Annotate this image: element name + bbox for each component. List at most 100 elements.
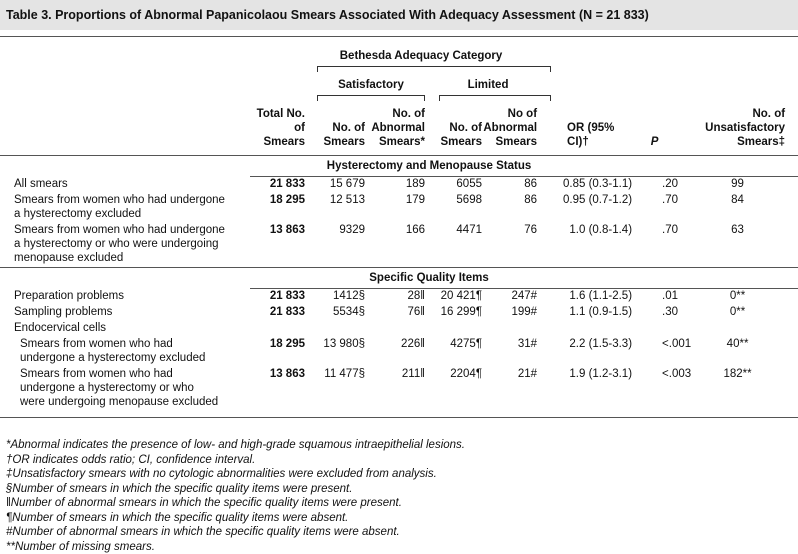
footnote: ‖Number of abnormal smears in which the …	[6, 496, 465, 511]
cell: 20 421¶	[425, 289, 482, 306]
cell: 18 295	[250, 193, 305, 223]
section-title: Specific Quality Items	[250, 268, 798, 289]
cell: <.001	[632, 337, 677, 367]
cell: .30	[632, 305, 677, 321]
cell: 226‖	[365, 337, 425, 367]
spacer	[0, 156, 250, 177]
cell: 28‖	[365, 289, 425, 306]
spacer	[0, 411, 798, 418]
cell: 189	[365, 177, 425, 194]
column-header: Total No. of Smears	[250, 101, 305, 156]
spacer	[0, 268, 250, 289]
cell: 12 513	[305, 193, 365, 223]
cell: 40**	[677, 337, 798, 367]
cell: 2.2 (1.5-3.3)	[537, 337, 632, 367]
spacer	[537, 37, 798, 73]
cell: 4275¶	[425, 337, 482, 367]
row-label: Preparation problems	[0, 289, 250, 306]
cell: 13 980§	[305, 337, 365, 367]
footnote: *Abnormal indicates the presence of low-…	[6, 438, 465, 453]
row-label: Smears from women who had undergone a hy…	[0, 337, 250, 367]
cell: 0.85 (0.3-1.1)	[537, 177, 632, 194]
cell: 99	[677, 177, 798, 194]
spacer	[0, 101, 250, 156]
cell: 18 295	[250, 337, 305, 367]
data-row: Smears from women who had undergone a hy…	[0, 367, 798, 411]
spacer	[0, 72, 305, 101]
column-header: No of Abnormal Smears	[482, 101, 537, 156]
data-table: Bethesda Adequacy Category Satisfactory Li…	[0, 36, 798, 418]
cell: 13 863	[250, 223, 305, 268]
column-header: No. of Abnormal Smears*	[365, 101, 425, 156]
cell: 21#	[482, 367, 537, 411]
cell: 76	[482, 223, 537, 268]
cell: 0.95 (0.7-1.2)	[537, 193, 632, 223]
footnote: §Number of smears in which the specific …	[6, 482, 465, 497]
group-title: Bethesda Adequacy Category	[305, 49, 537, 63]
data-row: Smears from women who had undergone a hy…	[0, 337, 798, 367]
cell: 13 863	[250, 367, 305, 411]
cell: .70	[632, 193, 677, 223]
cell: 0**	[677, 289, 798, 306]
row-label: Sampling problems	[0, 305, 250, 321]
group-header: Bethesda Adequacy Category	[305, 37, 537, 73]
column-header: No. of Smears	[305, 101, 365, 156]
column-header: P	[632, 101, 677, 156]
data-row: Smears from women who had undergone a hy…	[0, 193, 798, 223]
cell: 9329	[305, 223, 365, 268]
cell: 31#	[482, 337, 537, 367]
column-header: No. of Unsatisfactory Smears‡	[677, 101, 798, 156]
cell: 5534§	[305, 305, 365, 321]
table-bottom	[0, 411, 798, 418]
subgroup-title: Limited	[439, 78, 537, 92]
cell: 0**	[677, 305, 798, 321]
group-row: Endocervical cells	[0, 321, 798, 337]
row-label: Smears from women who had undergone a hy…	[0, 223, 250, 268]
cell: 84	[677, 193, 798, 223]
cell: 247#	[482, 289, 537, 306]
footnotes: *Abnormal indicates the presence of low-…	[6, 438, 465, 554]
subgroup-title: Satisfactory	[317, 78, 425, 92]
cell: 63	[677, 223, 798, 268]
cell: <.003	[632, 367, 677, 411]
cell: 166	[365, 223, 425, 268]
data-row: Smears from women who had undergone a hy…	[0, 223, 798, 268]
spacer	[537, 72, 798, 101]
group-label: Endocervical cells	[0, 321, 250, 337]
header-row: Bethesda Adequacy Category	[0, 37, 798, 73]
section-row: Specific Quality Items	[0, 268, 798, 289]
row-label: Smears from women who had undergone a hy…	[0, 367, 250, 411]
cell: 5698	[425, 193, 482, 223]
header-row: Satisfactory Limited	[0, 72, 798, 101]
cell: 21 833	[250, 305, 305, 321]
row-label: All smears	[0, 177, 250, 194]
cell: 16 299¶	[425, 305, 482, 321]
cell: 2204¶	[425, 367, 482, 411]
section-title: Hysterectomy and Menopause Status	[250, 156, 798, 177]
subgroup-header: Satisfactory	[305, 72, 425, 101]
cell: 21 833	[250, 289, 305, 306]
column-header: No. of Smears	[425, 101, 482, 156]
cell: .01	[632, 289, 677, 306]
footnote: ‡Unsatisfactory smears with no cytologic…	[6, 467, 465, 482]
cell: 199#	[482, 305, 537, 321]
cell: 4471	[425, 223, 482, 268]
cell: 211‖	[365, 367, 425, 411]
cell: 6055	[425, 177, 482, 194]
cell: 1.6 (1.1-2.5)	[537, 289, 632, 306]
spacer	[250, 321, 798, 337]
cell: .70	[632, 223, 677, 268]
row-label: Smears from women who had undergone a hy…	[0, 193, 250, 223]
cell: 21 833	[250, 177, 305, 194]
cell: 76‖	[365, 305, 425, 321]
cell: 11 477§	[305, 367, 365, 411]
section-row: Hysterectomy and Menopause Status	[0, 156, 798, 177]
column-header: OR (95% CI)†	[537, 101, 632, 156]
footnote: ¶Number of smears in which the specific …	[6, 511, 465, 526]
footnote: †OR indicates odds ratio; CI, confidence…	[6, 453, 465, 468]
